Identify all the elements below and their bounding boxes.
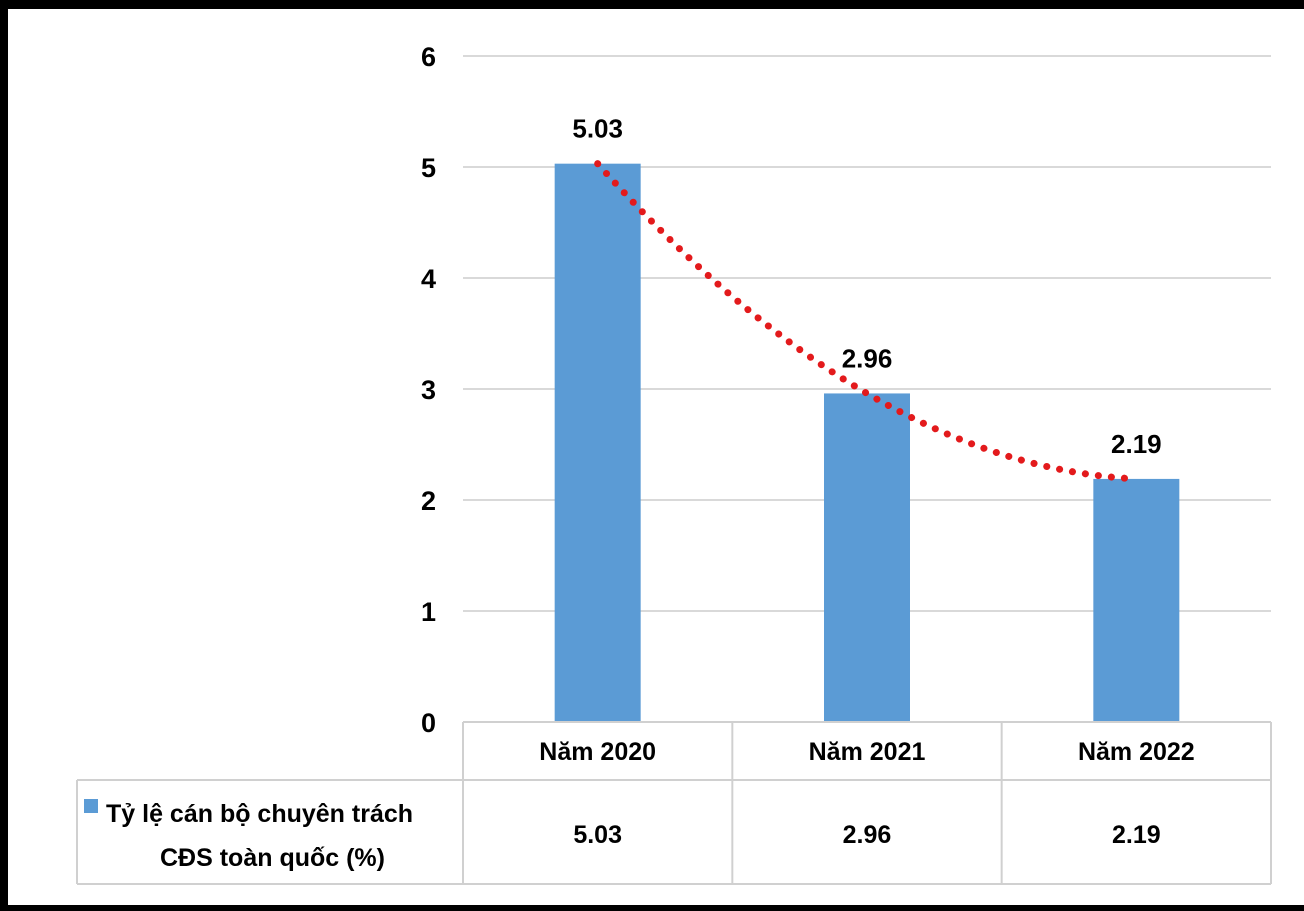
table-value: 2.96 — [843, 821, 892, 849]
y-axis-ticks: 0 1 2 3 4 5 6 — [421, 42, 436, 738]
y-tick-label: 2 — [421, 486, 436, 516]
trendline-path — [594, 160, 1140, 483]
data-labels: 5.03 2.96 2.19 — [572, 114, 1161, 459]
category-label: Năm 2020 — [539, 738, 656, 766]
y-tick-label: 6 — [421, 42, 436, 72]
data-label: 5.03 — [572, 114, 623, 144]
y-tick-label: 5 — [421, 153, 436, 183]
y-tick-label: 4 — [421, 264, 436, 294]
data-label: 2.19 — [1111, 429, 1162, 459]
bar — [824, 393, 910, 722]
data-label: 2.96 — [842, 343, 893, 373]
bars — [554, 163, 1180, 723]
trendline — [594, 160, 1140, 483]
y-tick-label: 0 — [421, 708, 436, 738]
legend-swatch — [84, 799, 98, 813]
table-value: 2.19 — [1112, 821, 1161, 849]
bar — [554, 163, 641, 723]
table-value: 5.03 — [573, 821, 622, 849]
category-label: Năm 2021 — [809, 738, 926, 766]
y-tick-label: 1 — [421, 597, 436, 627]
category-label: Năm 2022 — [1078, 738, 1195, 766]
y-tick-label: 3 — [421, 375, 436, 405]
bar — [1093, 478, 1180, 722]
data-table: Tỷ lệ cán bộ chuyên trách CĐS toàn quốc … — [76, 721, 1272, 885]
legend-label-line-1: Tỷ lệ cán bộ chuyên trách — [106, 800, 413, 828]
legend-label-line-2: CĐS toàn quốc (%) — [160, 844, 385, 872]
